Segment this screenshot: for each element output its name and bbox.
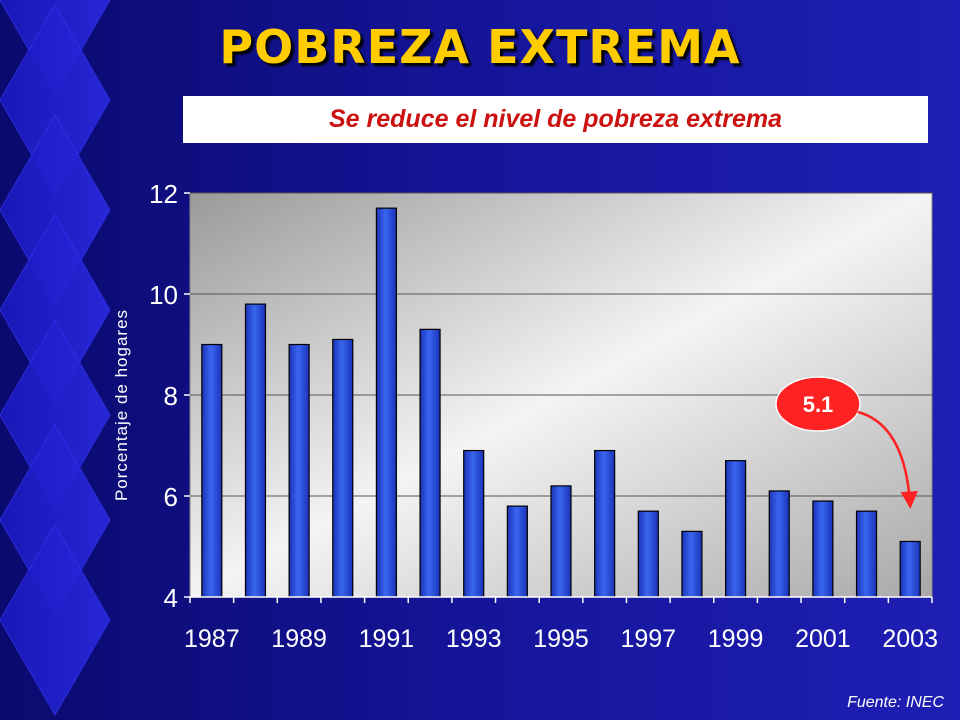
bar-1999 [724,460,747,598]
bar-1998 [681,530,703,598]
bar-1988 [244,303,267,598]
x-tick-label: 1997 [620,625,676,653]
bar-1987 [201,343,223,598]
bar-1997 [637,510,659,598]
bar-2001 [812,500,834,598]
subtitle-box: Se reduce el nivel de pobreza extrema [183,96,928,143]
y-tick-label: 6 [164,482,178,512]
x-tick-label: 1991 [359,625,415,653]
source-note: Fuente: INEC [847,694,944,711]
annotation-callout: 5.1 [775,376,919,509]
bar-1993 [463,449,485,598]
x-tick-label: 1995 [533,625,589,653]
bar-2002 [855,510,878,598]
annotation-circle [775,376,861,432]
y-tick-label: 10 [149,280,178,310]
bar-1996 [594,449,616,598]
annotation-value: 5.1 [803,392,834,417]
decorative-diamonds [0,0,111,716]
annotation-arrow [857,410,919,509]
slide-title: POBREZA EXTREMA [219,20,741,74]
y-tick-label: 12 [149,179,178,209]
bar-1991 [375,207,398,598]
x-tick-label: 1987 [184,625,240,653]
subtitle-text: Se reduce el nivel de pobreza extrema [329,105,782,133]
bar-1990 [332,338,354,598]
bar-1995 [550,485,572,598]
x-tick-label: 1993 [446,625,502,653]
y-tick-label: 4 [164,583,178,613]
x-tick-label: 1999 [708,625,764,653]
x-tick-label: 2003 [882,625,938,653]
bar-1992 [419,328,441,598]
bar-1994 [506,505,528,598]
x-tick-label: 1989 [271,625,327,653]
bar-2003 [899,540,921,598]
x-tick-label: 2001 [795,625,851,653]
y-axis-label: Porcentaje de hogares [112,309,131,501]
x-axis: 1987 1989 1991 1993 1995 1997 1999 2001 2003 [184,596,938,653]
bar-2000 [768,490,790,598]
diamond-shape [0,524,111,716]
y-axis: 4 6 8 10 12 [149,179,190,613]
bar-1989 [288,343,310,598]
y-tick-label: 8 [164,381,178,411]
